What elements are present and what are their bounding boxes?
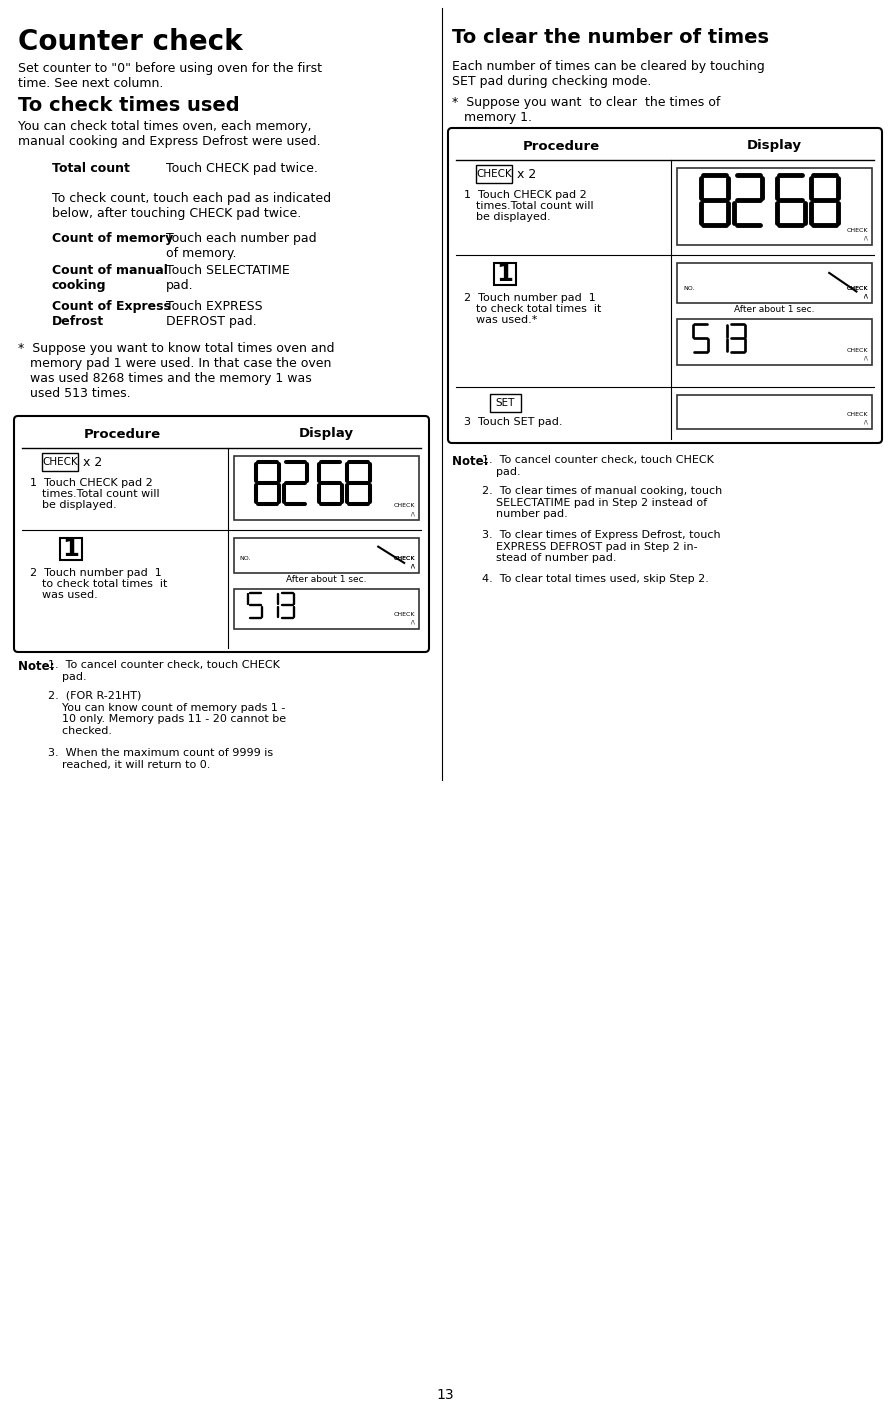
- Text: CHECK: CHECK: [42, 456, 78, 468]
- Bar: [42, 453, 78, 470]
- Text: 1  Touch CHECK pad 2: 1 Touch CHECK pad 2: [464, 190, 587, 199]
- Text: to check total times  it: to check total times it: [42, 578, 168, 590]
- Text: Count of Express
Defrost: Count of Express Defrost: [52, 300, 171, 329]
- Bar: [476, 166, 512, 183]
- Text: 1.  To cancel counter check, touch CHECK
    pad.: 1. To cancel counter check, touch CHECK …: [48, 660, 280, 681]
- Text: Total count: Total count: [52, 161, 130, 176]
- Bar: [490, 395, 520, 411]
- Bar: [233, 588, 419, 629]
- Text: /\: /\: [864, 420, 868, 425]
- Text: Touch EXPRESS
DEFROST pad.: Touch EXPRESS DEFROST pad.: [166, 300, 263, 329]
- FancyBboxPatch shape: [14, 416, 429, 651]
- Text: 2.  To clear times of manual cooking, touch
    SELECTATIME pad in Step 2 instea: 2. To clear times of manual cooking, tou…: [482, 486, 723, 519]
- Text: x 2: x 2: [84, 455, 102, 469]
- Text: Touch each number pad
of memory.: Touch each number pad of memory.: [166, 232, 316, 260]
- Text: 1.  To cancel counter check, touch CHECK
    pad.: 1. To cancel counter check, touch CHECK …: [482, 455, 714, 476]
- Text: CHECK: CHECK: [846, 227, 868, 233]
- Text: 3  Touch SET pad.: 3 Touch SET pad.: [464, 417, 562, 427]
- Text: to check total times  it: to check total times it: [476, 305, 601, 314]
- Bar: [677, 263, 872, 303]
- Text: 1: 1: [496, 263, 513, 286]
- Text: /\: /\: [412, 563, 415, 569]
- FancyBboxPatch shape: [448, 128, 882, 444]
- Text: Counter check: Counter check: [18, 28, 242, 56]
- Bar: [60, 538, 82, 560]
- Bar: [233, 538, 419, 573]
- Text: /\: /\: [864, 355, 868, 361]
- Text: Touch SELECTATIME
pad.: Touch SELECTATIME pad.: [166, 264, 290, 292]
- Text: Each number of times can be cleared by touching
SET pad during checking mode.: Each number of times can be cleared by t…: [452, 60, 764, 88]
- Bar: [233, 456, 419, 519]
- Text: *  Suppose you want to know total times oven and
   memory pad 1 were used. In t: * Suppose you want to know total times o…: [18, 343, 334, 400]
- Text: times.Total count will: times.Total count will: [42, 489, 159, 498]
- Text: CHECK: CHECK: [394, 612, 415, 616]
- Text: times.Total count will: times.Total count will: [476, 201, 593, 211]
- Text: CHECK: CHECK: [477, 168, 512, 178]
- Text: CHECK: CHECK: [394, 556, 415, 560]
- Text: was used.*: was used.*: [476, 314, 537, 324]
- Text: After about 1 sec.: After about 1 sec.: [286, 576, 366, 584]
- Text: NO.: NO.: [240, 556, 251, 560]
- Bar: [677, 168, 872, 246]
- Text: Procedure: Procedure: [85, 427, 161, 441]
- Text: CHECK: CHECK: [846, 411, 868, 417]
- Text: Note:: Note:: [18, 660, 62, 673]
- Text: 13: 13: [437, 1389, 454, 1403]
- Text: Note:: Note:: [452, 455, 497, 468]
- Text: After about 1 sec.: After about 1 sec.: [734, 305, 815, 314]
- Text: To clear the number of times: To clear the number of times: [452, 28, 769, 46]
- Text: Touch CHECK pad twice.: Touch CHECK pad twice.: [166, 161, 318, 176]
- Text: *  Suppose you want  to clear  the times of
   memory 1.: * Suppose you want to clear the times of…: [452, 95, 721, 124]
- Text: 2.  (FOR R-21HT)
    You can know count of memory pads 1 -
    10 only. Memory p: 2. (FOR R-21HT) You can know count of me…: [48, 691, 286, 736]
- Text: CHECK: CHECK: [394, 556, 415, 560]
- Text: Count of memory: Count of memory: [52, 232, 173, 246]
- Text: SET: SET: [495, 397, 515, 409]
- Text: 1: 1: [62, 536, 79, 562]
- Text: Count of manual
cooking: Count of manual cooking: [52, 264, 168, 292]
- Bar: [677, 319, 872, 365]
- Text: was used.: was used.: [42, 590, 98, 600]
- Text: 1  Touch CHECK pad 2: 1 Touch CHECK pad 2: [30, 477, 152, 489]
- Bar: [494, 263, 516, 285]
- Text: 3.  When the maximum count of 9999 is
    reached, it will return to 0.: 3. When the maximum count of 9999 is rea…: [48, 748, 274, 769]
- Text: Display: Display: [298, 427, 354, 441]
- Text: CHECK: CHECK: [846, 348, 868, 352]
- Text: /\: /\: [864, 236, 868, 241]
- Text: CHECK: CHECK: [846, 285, 868, 291]
- Text: 2  Touch number pad  1: 2 Touch number pad 1: [464, 293, 596, 303]
- Text: be displayed.: be displayed.: [476, 212, 551, 222]
- Text: NO.: NO.: [683, 285, 695, 291]
- Text: Display: Display: [748, 139, 802, 153]
- Text: 2  Touch number pad  1: 2 Touch number pad 1: [30, 569, 162, 578]
- Text: Set counter to "0" before using oven for the first
time. See next column.: Set counter to "0" before using oven for…: [18, 62, 322, 90]
- Text: 4.  To clear total times used, skip Step 2.: 4. To clear total times used, skip Step …: [482, 574, 709, 584]
- Text: Procedure: Procedure: [523, 139, 601, 153]
- Text: /\: /\: [864, 293, 868, 299]
- Text: To check count, touch each pad as indicated
below, after touching CHECK pad twic: To check count, touch each pad as indica…: [52, 192, 331, 220]
- Text: You can check total times oven, each memory,
manual cooking and Express Defrost : You can check total times oven, each mem…: [18, 119, 321, 147]
- Text: CHECK: CHECK: [394, 503, 415, 508]
- Text: 3.  To clear times of Express Defrost, touch
    EXPRESS DEFROST pad in Step 2 i: 3. To clear times of Express Defrost, to…: [482, 529, 721, 563]
- Text: /\: /\: [864, 293, 868, 299]
- Text: /\: /\: [412, 511, 415, 517]
- Text: CHECK: CHECK: [846, 285, 868, 291]
- Text: /\: /\: [412, 621, 415, 625]
- Text: To check times used: To check times used: [18, 95, 240, 115]
- Bar: [677, 395, 872, 430]
- Text: /\: /\: [412, 563, 415, 569]
- Text: be displayed.: be displayed.: [42, 500, 117, 510]
- Text: x 2: x 2: [518, 167, 536, 181]
